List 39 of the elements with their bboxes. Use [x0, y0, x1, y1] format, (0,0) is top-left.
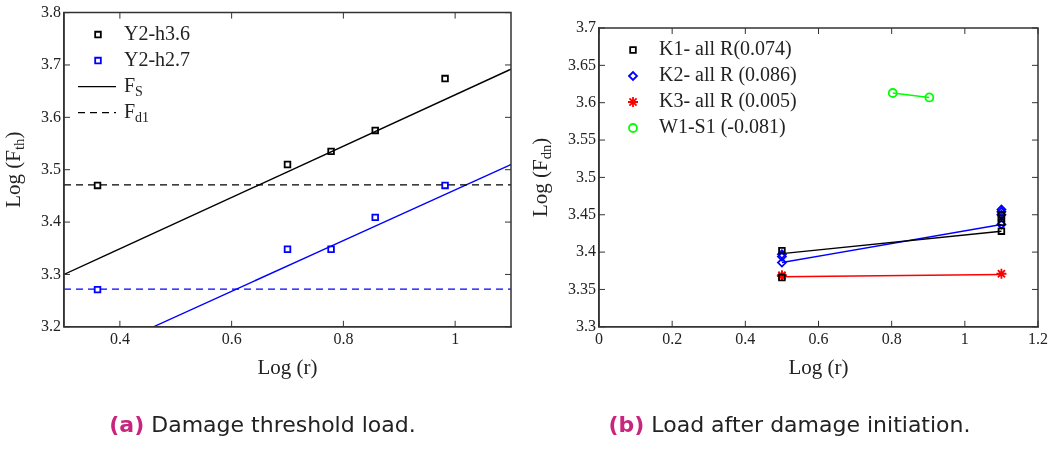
x-tick-label: 0.2	[662, 329, 683, 347]
legend-label: K3- all R (0.005)	[659, 89, 797, 113]
y-tick-label: 3.5	[41, 159, 61, 177]
x-tick-label: 0.6	[221, 329, 242, 347]
y-tick-label: 3.65	[568, 55, 596, 73]
x-tick-label: 1.2	[1028, 329, 1048, 347]
x-tick-label: 1	[451, 329, 460, 347]
x-tick-label: 0.4	[109, 329, 130, 347]
x-tick-label: 0	[595, 329, 603, 347]
y-tick-label: 3.7	[41, 55, 61, 73]
legend-label: K2- all R (0.086)	[659, 63, 797, 87]
legend-label: W1-S1 (-0.081)	[659, 115, 786, 139]
x-axis-title: Log (r)	[788, 355, 849, 380]
x-axis-title: Log (r)	[257, 355, 318, 380]
y-axis-title: Log (Fdn)	[527, 137, 555, 218]
x-tick-label: 0.6	[808, 329, 829, 347]
y-tick-label: 3.35	[568, 279, 596, 297]
y-tick-label: 3.3	[41, 264, 61, 282]
y-axis-title: Log (Fth)	[0, 131, 28, 208]
y-tick-label: 3.45	[568, 204, 596, 222]
x-tick-label: 1	[960, 329, 969, 347]
y-tick-label: 3.5	[576, 167, 596, 185]
text: (b) Load after damage initiation.	[607, 412, 972, 437]
y-tick-label: 3.7	[576, 18, 596, 36]
x-tick-label: 0.8	[333, 329, 354, 347]
y-tick-label: 3.6	[576, 92, 596, 110]
legend-label: Y2-h3.6	[124, 21, 191, 44]
y-tick-label: 3.2	[41, 317, 61, 334]
y-tick-label: 3.55	[568, 130, 596, 148]
text: (a) Damage threshold load.	[108, 412, 417, 437]
y-tick-label: 3.4	[41, 212, 61, 230]
y-tick-label: 3.3	[576, 317, 596, 334]
x-tick-label: 0.8	[881, 329, 902, 347]
y-tick-label: 3.6	[41, 107, 61, 125]
y-tick-label: 3.8	[41, 2, 61, 20]
y-tick-label: 3.4	[576, 242, 596, 260]
legend-label: K1- all R(0.074)	[659, 37, 792, 61]
x-tick-label: 0.4	[735, 329, 756, 347]
legend-label: Y2-h2.7	[124, 47, 191, 70]
